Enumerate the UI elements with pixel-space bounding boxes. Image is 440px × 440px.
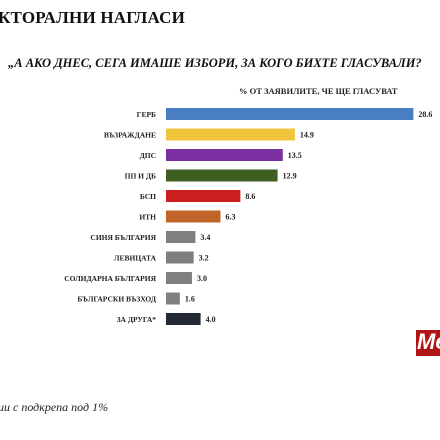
value-label: 28.6 (418, 110, 432, 119)
bar-10 (166, 292, 180, 305)
bar-1 (166, 108, 414, 120)
bar-2 (166, 128, 295, 141)
chart-subtitle: % ОТ ЗАЯВИЛИТЕ, ЧЕ ЩЕ ГЛАСУВАТ (239, 86, 398, 96)
category-label: ПП И ДБ (125, 172, 156, 181)
bar-4 (166, 169, 278, 182)
bar-9 (166, 272, 192, 284)
bar-3 (166, 149, 283, 161)
page-title: КТОРАЛНИ НАГЛАСИ (0, 8, 186, 27)
value-label: 3.0 (197, 274, 207, 283)
value-label: 14.9 (300, 131, 314, 140)
value-label: 3.2 (199, 254, 209, 263)
brand-logo: Me (416, 330, 440, 356)
category-label: БЪЛГАРСКИ ВЪЗХОД (77, 295, 156, 304)
category-label: ВЪЗРАЖДАНЕ (104, 131, 156, 140)
category-label: ЗА ДРУГА* (117, 315, 157, 324)
value-label: 1.6 (185, 295, 195, 304)
category-label: БСП (140, 192, 156, 201)
category-label: СИНЯ БЪЛГАРИЯ (90, 233, 156, 242)
category-label: СОЛИДАРНА БЪЛГАРИЯ (64, 274, 156, 283)
bar-11 (166, 313, 201, 325)
value-label: 6.3 (225, 213, 235, 222)
category-label: ЛЕВИЦАТА (114, 254, 157, 263)
category-label: ДПС (140, 151, 156, 160)
bar-5 (166, 190, 241, 202)
value-label: 13.5 (288, 151, 302, 160)
value-label: 12.9 (283, 172, 297, 181)
bar-7 (166, 231, 196, 243)
footnote: ии с подкрепа под 1% (0, 400, 109, 414)
category-label: ГЕРБ (137, 110, 156, 119)
value-label: 3.4 (200, 233, 210, 242)
brand-logo-text: Me (417, 330, 440, 354)
bar-6 (166, 210, 221, 223)
value-label: 8.6 (245, 192, 255, 201)
bar-8 (166, 251, 194, 264)
chart-question: „А АКО ДНЕС, СЕГА ИМАШЕ ИЗБОРИ, ЗА КОГО … (8, 56, 422, 70)
category-label: ИТН (139, 213, 156, 222)
value-label: 4.0 (206, 315, 216, 324)
